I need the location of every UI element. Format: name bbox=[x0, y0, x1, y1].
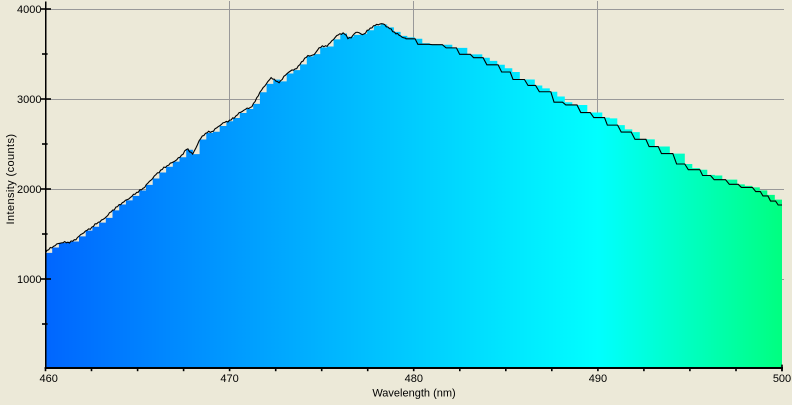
svg-text:460: 460 bbox=[40, 373, 58, 385]
svg-text:1000: 1000 bbox=[17, 274, 41, 286]
svg-text:2000: 2000 bbox=[17, 184, 41, 196]
svg-text:490: 490 bbox=[589, 373, 607, 385]
svg-text:3000: 3000 bbox=[17, 94, 41, 106]
svg-text:480: 480 bbox=[405, 373, 423, 385]
svg-text:Intensity (counts): Intensity (counts) bbox=[5, 134, 17, 225]
svg-text:Wavelength (nm): Wavelength (nm) bbox=[372, 388, 455, 400]
svg-text:4000: 4000 bbox=[17, 4, 41, 16]
svg-text:500: 500 bbox=[773, 373, 791, 385]
svg-text:470: 470 bbox=[220, 373, 238, 385]
